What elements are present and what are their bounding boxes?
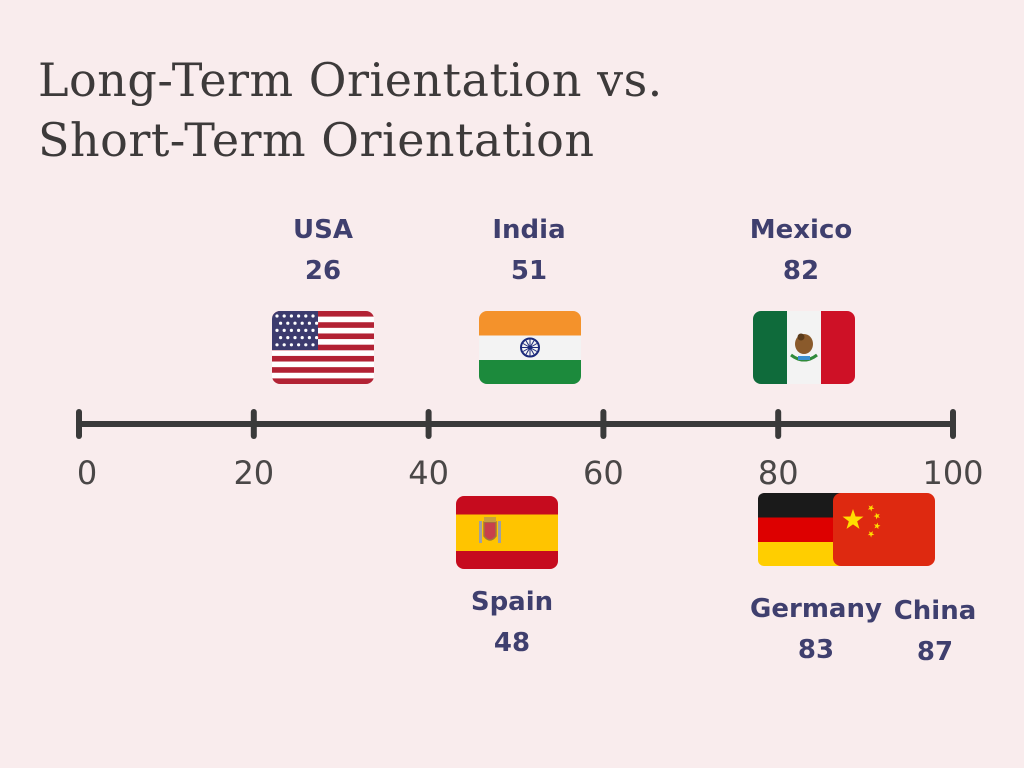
china-flag-icon	[833, 493, 935, 566]
mexico-flag-icon	[753, 311, 855, 384]
usa-flag-icon	[272, 311, 374, 384]
tick-label-40: 40	[408, 454, 449, 492]
country-name-usa: USA	[293, 215, 353, 245]
india-flag-icon	[479, 311, 581, 384]
tick-label-0: 0	[77, 454, 97, 492]
country-value-germany: 83	[798, 635, 834, 665]
country-value-china: 87	[917, 637, 953, 667]
flags	[272, 311, 935, 569]
tick-label-100: 100	[922, 454, 983, 492]
country-value-spain: 48	[494, 628, 530, 658]
tick-label-80: 80	[758, 454, 799, 492]
chart-title-line-1: Long-Term Orientation vs.	[38, 53, 663, 107]
country-name-mexico: Mexico	[750, 215, 852, 245]
tick-label-20: 20	[233, 454, 274, 492]
chart-title-line-2: Short-Term Orientation	[38, 113, 595, 167]
axis: 0 20 40 60 80 100	[76, 409, 984, 492]
tick-label-60: 60	[583, 454, 624, 492]
country-name-india: India	[492, 215, 565, 245]
country-value-india: 51	[511, 256, 547, 286]
chart-title: Long-Term Orientation vs. Short-Term Ori…	[38, 50, 663, 170]
country-name-spain: Spain	[471, 587, 553, 617]
country-value-usa: 26	[305, 256, 341, 286]
spain-flag-icon	[456, 496, 558, 569]
country-value-mexico: 82	[783, 256, 819, 286]
country-name-germany: Germany	[750, 594, 882, 624]
country-name-china: China	[894, 596, 977, 626]
country-labels: USA 26 India 51 Mexico 82 Spain 48 Germany 83 Chin…	[293, 215, 976, 667]
